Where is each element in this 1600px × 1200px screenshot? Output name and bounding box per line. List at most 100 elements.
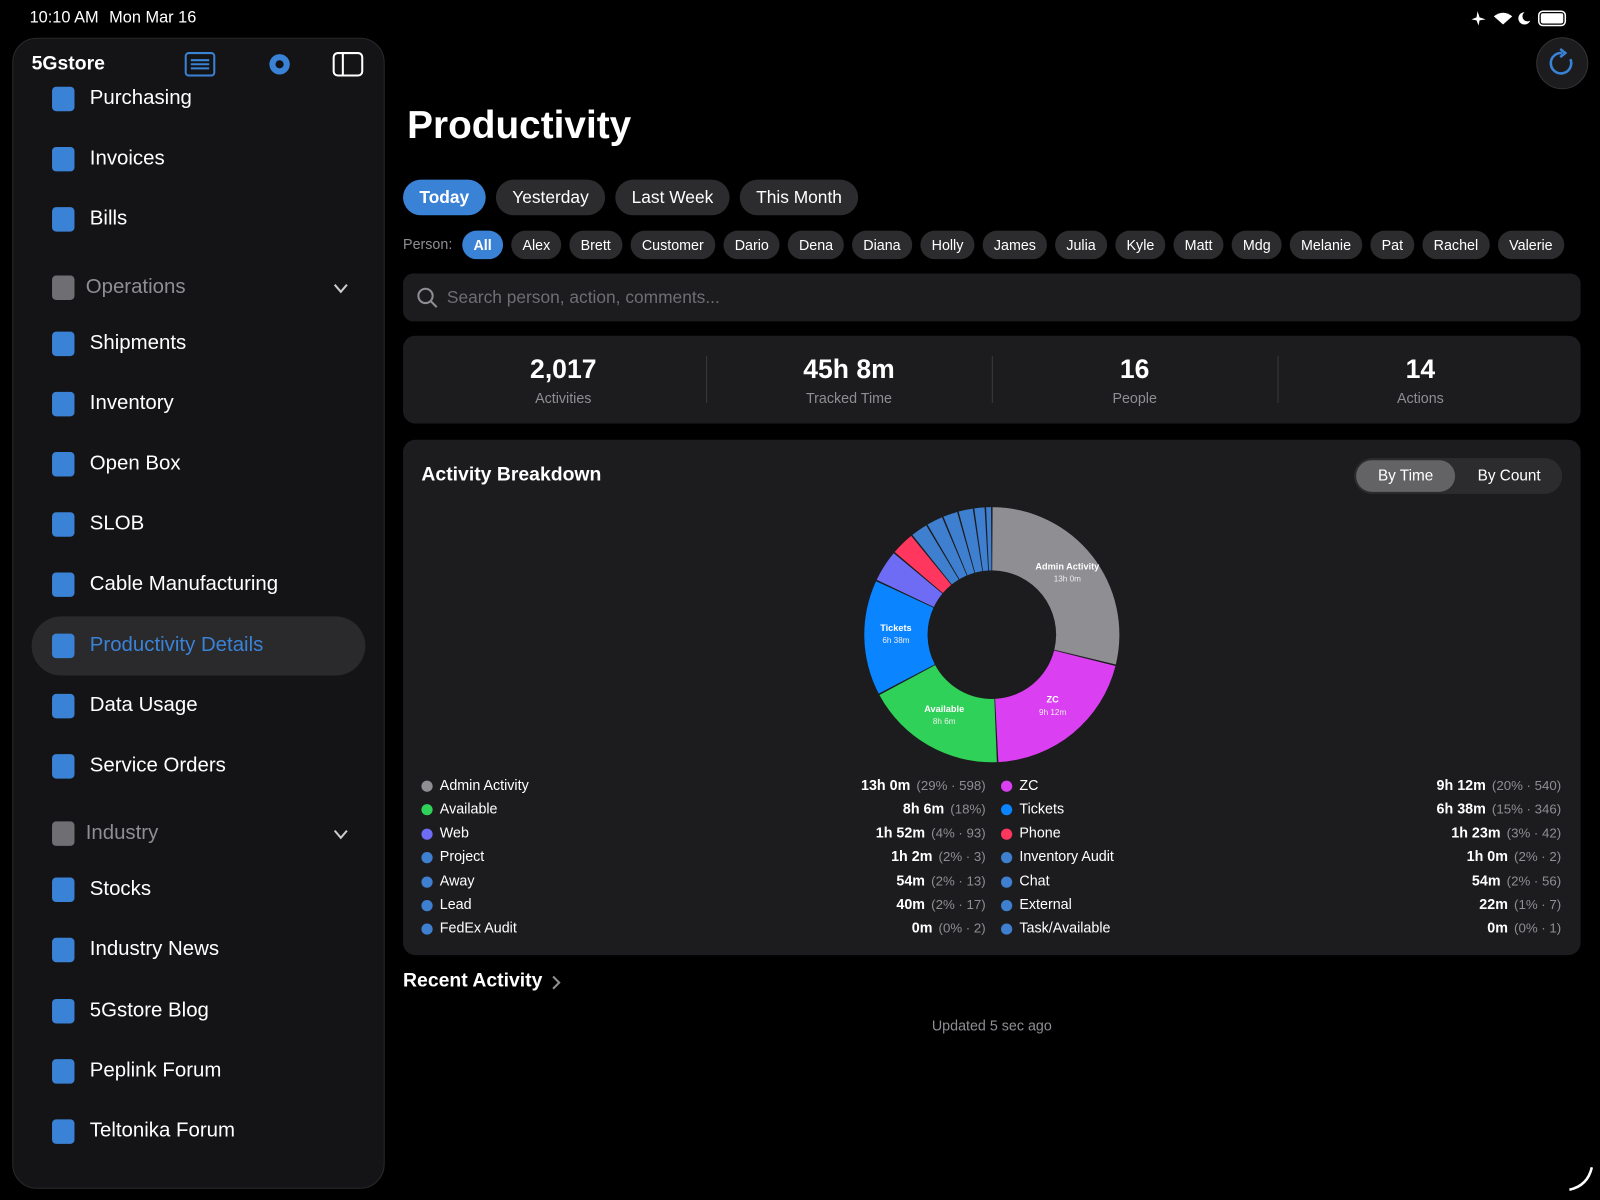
legend-value: 0m xyxy=(911,919,933,937)
legend-value-group: 22m (1% · 7) xyxy=(1479,896,1561,912)
person-chip[interactable]: All xyxy=(462,230,503,260)
search-placeholder: Search person, action, comments... xyxy=(446,287,720,308)
toggle-option[interactable]: By Time xyxy=(1356,460,1456,492)
legend-detail: (2% · 17) xyxy=(931,896,986,913)
person-chip[interactable]: James xyxy=(982,230,1048,260)
slice-value: 13h 0m xyxy=(1054,575,1081,584)
range-tab[interactable]: This Month xyxy=(739,179,859,216)
item-icon xyxy=(52,512,75,537)
person-chip[interactable]: Pat xyxy=(1370,230,1415,260)
person-chip[interactable]: Brett xyxy=(569,230,623,260)
donut-slice xyxy=(864,581,935,694)
nav-item[interactable]: SLOB xyxy=(89,512,145,535)
legend-dot xyxy=(1001,923,1013,936)
range-tab[interactable]: Last Week xyxy=(615,179,730,216)
person-chip[interactable]: Kyle xyxy=(1115,230,1166,260)
person-chip[interactable]: Mdg xyxy=(1231,230,1282,260)
legend-value-group: 54m (2% · 56) xyxy=(1472,872,1561,888)
legend-label: Task/Available xyxy=(1019,919,1111,937)
nav-item[interactable]: Shipments xyxy=(89,331,187,354)
legend-value-group: 13h 0m (29% · 598) xyxy=(861,777,986,793)
person-chip[interactable]: Valerie xyxy=(1497,230,1564,260)
legend-label: Available xyxy=(439,800,498,817)
legend-value: 0m xyxy=(1487,919,1508,937)
item-icon xyxy=(52,452,75,477)
nav-item[interactable]: Cable Manufacturing xyxy=(89,572,279,596)
item-icon xyxy=(52,821,75,847)
legend-detail: (0% · 2) xyxy=(938,920,986,937)
icon-shape xyxy=(52,275,75,300)
stat-label: People xyxy=(1112,389,1157,407)
legend-dot xyxy=(421,804,433,816)
nav-item[interactable]: Peplink Forum xyxy=(89,1058,222,1082)
nav-item[interactable]: Service Orders xyxy=(89,754,226,777)
legend-label: Phone xyxy=(1019,824,1061,841)
nav-item[interactable]: Teltonika Forum xyxy=(89,1119,235,1142)
item-icon xyxy=(52,1119,75,1144)
person-chip[interactable]: Rachel xyxy=(1422,230,1490,260)
stat-value: 45h 8m xyxy=(803,353,895,385)
stat-divider xyxy=(1277,356,1279,404)
legend-value-group: 54m (2% · 13) xyxy=(896,872,985,888)
item-icon xyxy=(52,938,75,963)
range-tab[interactable]: Yesterday xyxy=(495,179,606,216)
stat-value: 14 xyxy=(1405,353,1436,385)
legend-dot xyxy=(1001,828,1013,840)
legend-value: 54m xyxy=(1471,872,1501,889)
nav-item[interactable]: Purchasing xyxy=(89,86,192,110)
person-chip[interactable]: Dario xyxy=(723,230,781,260)
donut-slice xyxy=(879,665,997,763)
legend-value-group: 1h 52m (4% · 93) xyxy=(876,824,986,840)
person-chip[interactable]: Matt xyxy=(1173,230,1224,260)
legend-value: 8h 6m xyxy=(902,800,945,817)
legend-value: 1h 2m xyxy=(891,848,933,865)
person-chip[interactable]: Melanie xyxy=(1289,230,1363,260)
legend-value: 54m xyxy=(896,872,926,889)
item-icon xyxy=(52,754,75,779)
refresh-button[interactable] xyxy=(1536,37,1589,90)
person-chip[interactable]: Julia xyxy=(1055,230,1107,260)
legend-label: Tickets xyxy=(1019,800,1065,817)
legend-label: Inventory Audit xyxy=(1019,848,1114,865)
breakdown-title: Activity Breakdown xyxy=(421,464,602,486)
nav-item[interactable]: Industry News xyxy=(89,938,220,961)
toggle-option[interactable]: By Count xyxy=(1477,467,1541,485)
search-icon xyxy=(417,287,438,308)
nav-item[interactable]: Open Box xyxy=(89,452,181,475)
nav-item[interactable]: 5Gstore Blog xyxy=(89,998,209,1022)
nav-item[interactable]: Inventory xyxy=(89,391,174,415)
recent-title[interactable]: Recent Activity xyxy=(403,970,543,992)
nav-item[interactable]: Stocks xyxy=(89,877,152,901)
legend-detail: (29% · 598) xyxy=(916,777,986,793)
legend-dot xyxy=(1001,899,1013,912)
nav-item[interactable]: Data Usage xyxy=(89,693,198,717)
person-chip[interactable]: Customer xyxy=(630,230,715,260)
icon-shape xyxy=(52,1119,75,1144)
sidebar-toolbar[interactable] xyxy=(182,49,376,80)
section-chevron xyxy=(333,830,348,840)
item-icon xyxy=(52,207,75,233)
legend-detail: (20% · 540) xyxy=(1491,777,1562,793)
nav-item[interactable]: Invoices xyxy=(89,147,165,170)
person-chip[interactable]: Holly xyxy=(920,230,975,260)
item-icon xyxy=(52,147,75,172)
nav-item[interactable]: Bills xyxy=(89,207,128,230)
item-icon xyxy=(52,275,75,300)
slice-label: Admin Activity xyxy=(1035,561,1100,571)
nav-item[interactable]: Productivity Details xyxy=(89,633,264,656)
legend-value-group: 6h 38m (15% · 346) xyxy=(1437,800,1562,816)
search-box[interactable]: Search person, action, comments... xyxy=(403,273,1581,322)
legend-detail: (1% · 7) xyxy=(1514,896,1562,913)
person-chip[interactable]: Dena xyxy=(787,230,845,260)
person-chip[interactable]: Alex xyxy=(511,230,562,260)
person-chip[interactable]: Diana xyxy=(852,230,912,260)
item-icon xyxy=(52,331,75,356)
icon-shape xyxy=(52,572,75,598)
slice-value: 6h 38m xyxy=(882,636,909,645)
legend-detail: (15% · 346) xyxy=(1491,801,1562,817)
section-title[interactable]: Operations xyxy=(85,275,186,298)
legend-dot xyxy=(421,852,433,864)
donut-slice xyxy=(995,650,1116,763)
section-title[interactable]: Industry xyxy=(85,821,159,845)
range-tab[interactable]: Today xyxy=(403,179,486,216)
